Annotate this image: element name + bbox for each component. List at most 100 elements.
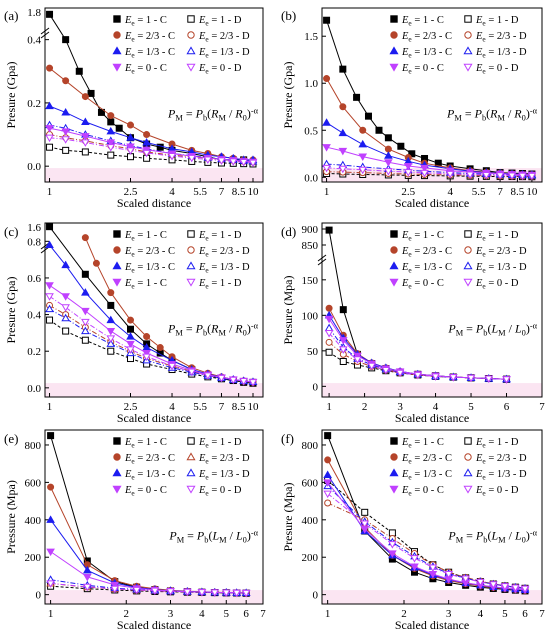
series-line (49, 295, 254, 383)
x-tick-label: 6 (504, 401, 510, 413)
y-tick-label: 800 (302, 440, 319, 452)
axis-break-mark (40, 31, 50, 39)
y-break-label: 1.8 (27, 7, 41, 19)
label-part: 1 (497, 230, 502, 241)
label-part: D (519, 31, 527, 42)
data-point (339, 103, 347, 111)
label-part: 0 (146, 485, 151, 496)
label-part: = (211, 437, 217, 448)
data-point (61, 293, 70, 301)
series-3 (324, 499, 529, 592)
y-tick-label: 0.0 (304, 172, 318, 184)
legend-label: Ee = 2/3 - D (475, 31, 527, 44)
x-tick-label: 5.5 (472, 186, 486, 198)
label-part: e (408, 67, 411, 76)
data-point (106, 339, 116, 347)
formula-annotation: PM = Pb(RM / R0)-α (167, 106, 259, 122)
label-part: 1 (146, 230, 151, 241)
data-point (410, 555, 419, 563)
label-part: = (414, 31, 420, 42)
series-3 (46, 301, 257, 386)
data-point (203, 372, 213, 380)
label-part: E (475, 15, 483, 26)
y-tick-label: 0.4 (27, 310, 41, 322)
label-part: C (437, 230, 444, 241)
label-part: e (408, 234, 411, 243)
data-point (239, 159, 248, 167)
label-part: = (211, 485, 217, 496)
label-part: / (428, 246, 431, 257)
x-tick-label: 4 (169, 186, 175, 198)
y-tick-label: 200 (302, 552, 319, 564)
legend-label: Ee = 0 - D (198, 485, 242, 498)
label-part: ( (486, 107, 490, 121)
data-point (353, 93, 361, 101)
label-part: C (445, 262, 452, 273)
y-break-label: 1.6 (27, 222, 41, 234)
label-part: E (198, 278, 206, 289)
legend-label: Ee = 1 - C (124, 278, 167, 291)
legend-label: Ee = 1/3 - D (198, 469, 250, 482)
label-part: C (445, 453, 452, 464)
label-part: 1 (220, 15, 225, 26)
label-part: E (124, 47, 132, 58)
data-point (431, 373, 440, 381)
legend-marker (389, 261, 399, 270)
y-top-tick-label: 900 (302, 224, 319, 236)
x-tick-label: 2 (401, 608, 407, 620)
label-part: P (475, 529, 484, 543)
label-part: - (439, 246, 443, 257)
label-part: C (437, 15, 444, 26)
x-tick-label: 7 (539, 401, 545, 413)
label-part: e (131, 250, 134, 259)
data-point (324, 432, 332, 440)
axis-break-mark (40, 27, 50, 35)
data-point (338, 346, 348, 354)
y-tick-label: 0.0 (27, 383, 41, 395)
label-part: C (168, 246, 175, 257)
label-part: b (483, 536, 487, 545)
label-part: D (242, 246, 250, 257)
label-part: b (482, 114, 486, 123)
label-part: E (198, 437, 206, 448)
label-part: E (198, 453, 206, 464)
legend: Ee = 1 - C Ee = 1 - DEe = 2/3 - C Ee = 2/3… (112, 230, 250, 291)
label-part: M (219, 536, 227, 545)
legend-marker (390, 230, 398, 238)
data-point (361, 508, 369, 516)
label-part: E (124, 485, 132, 496)
data-point (323, 479, 332, 487)
label-part: L (211, 529, 219, 543)
data-point (339, 306, 347, 314)
label-part: R (234, 107, 243, 121)
data-point (45, 304, 54, 313)
label-part: - (154, 230, 158, 241)
label-part: e (482, 67, 485, 76)
data-point (221, 589, 231, 598)
label-part: E (198, 485, 206, 496)
data-point (323, 75, 331, 83)
legend-label: Ee = 2/3 - C (401, 31, 452, 44)
data-point (325, 338, 333, 346)
legend-marker (187, 246, 195, 254)
label-part: - (513, 453, 517, 464)
data-point (83, 583, 92, 592)
data-point (476, 578, 485, 587)
legend-label: Ee = 2/3 - D (198, 246, 250, 259)
data-point (46, 10, 54, 18)
label-part: = (187, 529, 194, 543)
data-point (358, 166, 368, 175)
x-tick-label: 4 (433, 401, 439, 413)
data-point (106, 144, 116, 152)
y-tick-label: 400 (25, 515, 42, 527)
legend-label: Ee = 2/3 - C (124, 246, 175, 259)
label-part: e (131, 473, 134, 482)
data-point (126, 355, 134, 363)
series-line (327, 493, 526, 590)
data-point (324, 499, 332, 507)
label-part: 3 (505, 47, 510, 58)
y-tick-label: 200 (25, 552, 42, 564)
label-part: 1 (146, 469, 151, 480)
